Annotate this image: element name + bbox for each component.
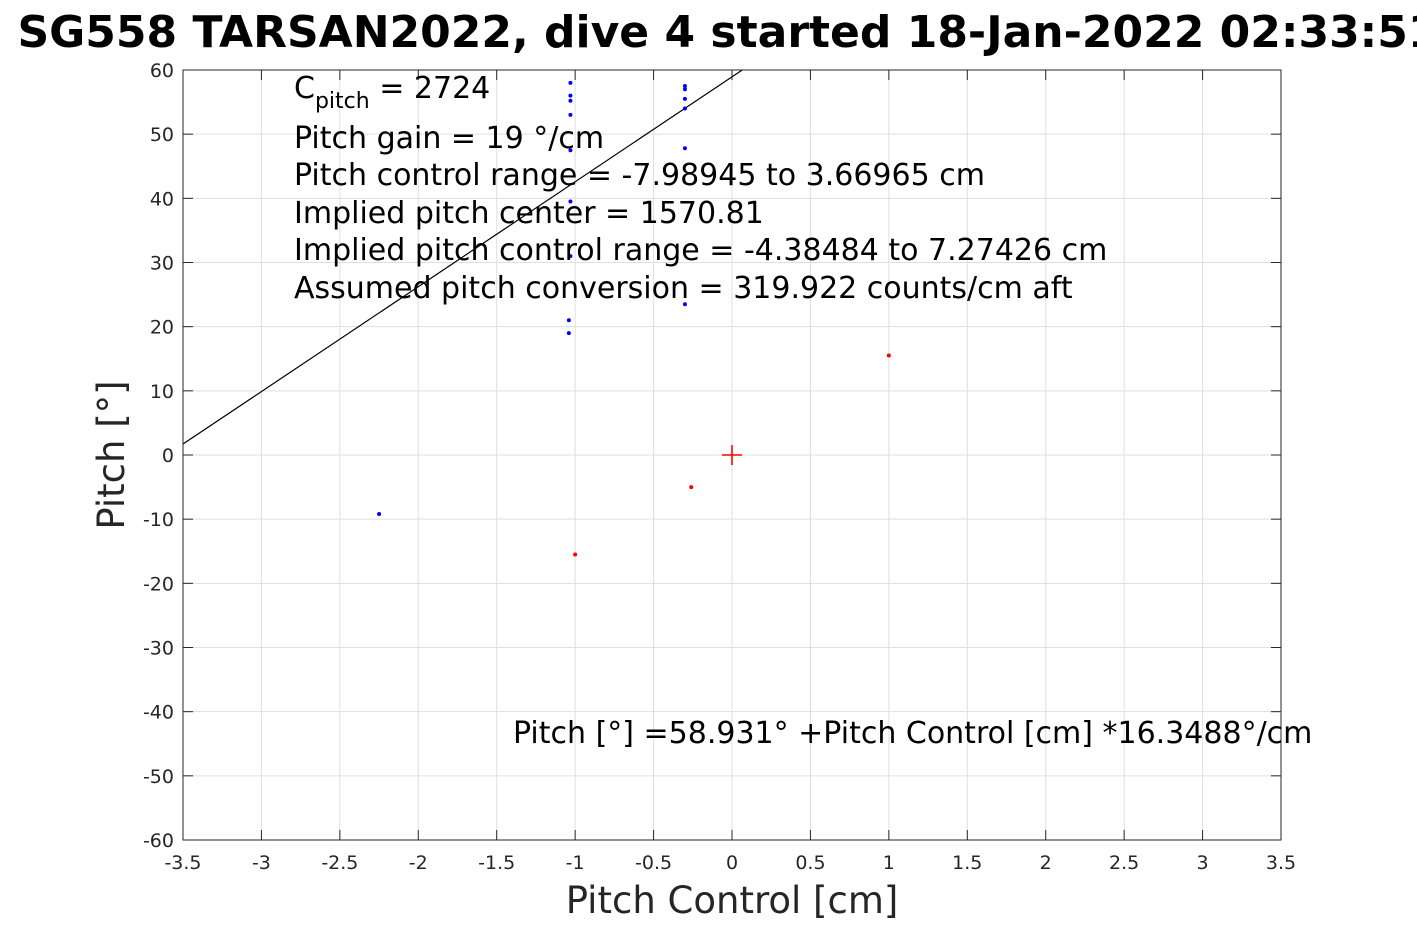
data-point — [689, 485, 694, 490]
data-point — [568, 254, 573, 259]
x-tick-label: 3 — [1197, 852, 1209, 874]
data-point — [568, 112, 573, 117]
c-pitch-subscript: pitch — [315, 89, 370, 114]
c-pitch-prefix: C — [294, 71, 315, 106]
y-tick-label: 50 — [150, 124, 174, 146]
y-tick-label: -30 — [143, 638, 174, 660]
y-tick-label: 30 — [150, 253, 174, 275]
data-point — [566, 318, 571, 323]
y-tick-label: -50 — [143, 766, 174, 788]
x-tick-label: -0.5 — [635, 852, 672, 874]
pitch-gain-annotation: Pitch gain = 19 °/cm — [294, 121, 604, 156]
center-marker-group — [722, 445, 742, 465]
x-tick-label: -3.5 — [164, 852, 201, 874]
plot-frame — [182, 69, 1282, 841]
c-pitch-annotation: Cpitch = 2724 — [294, 71, 490, 114]
implied-center-annotation: Implied pitch center = 1570.81 — [294, 196, 764, 231]
y-tick-label: -20 — [143, 573, 174, 595]
y-tick-label: 40 — [150, 188, 174, 210]
y-tick-label: 10 — [150, 381, 174, 403]
x-tick-label: -2 — [409, 852, 428, 874]
x-tick-label: -1 — [566, 852, 585, 874]
x-tick-label: 0.5 — [795, 852, 825, 874]
x-tick-label: 1 — [883, 852, 895, 874]
data-point — [377, 512, 382, 517]
data-point — [682, 106, 687, 111]
implied-range-annotation: Implied pitch control range = -4.38484 t… — [294, 233, 1107, 268]
data-point — [682, 87, 687, 92]
fit-equation-annotation: Pitch [°] =58.931° +Pitch Control [cm] *… — [513, 716, 1312, 751]
fit-line-group — [183, 70, 744, 445]
x-tick-label: 3.5 — [1266, 852, 1296, 874]
data-point — [886, 353, 891, 358]
data-point — [682, 84, 687, 89]
data-points — [377, 80, 891, 557]
y-tick-label: 20 — [150, 317, 174, 339]
data-point — [682, 302, 687, 307]
y-axis-label: Pitch [°] — [90, 380, 133, 529]
control-range-annotation: Pitch control range = -7.98945 to 3.6696… — [294, 158, 985, 193]
y-ticks: -60 -50 -40 -30 -20 -10 0 10 20 30 40 50 60 — [143, 60, 1281, 852]
c-pitch-value: = 2724 — [370, 71, 491, 106]
x-tick-label: 2.5 — [1109, 852, 1139, 874]
y-tick-label: -60 — [143, 830, 174, 852]
x-tick-label: 2 — [1040, 852, 1052, 874]
fit-line — [183, 70, 744, 445]
y-tick-label: -10 — [143, 509, 174, 531]
x-tick-label: -1.5 — [478, 852, 515, 874]
data-point — [568, 80, 573, 85]
data-point — [568, 148, 573, 153]
data-point — [573, 552, 578, 557]
y-tick-label: -40 — [143, 702, 174, 724]
data-point — [568, 93, 573, 98]
data-point — [568, 199, 573, 204]
chart-title: SG558 TARSAN2022, dive 4 started 18-Jan-… — [17, 7, 1417, 58]
x-tick-label: -3 — [252, 852, 271, 874]
data-point — [682, 96, 687, 101]
x-axis-label: Pitch Control [cm] — [566, 879, 899, 922]
data-point — [566, 331, 571, 336]
x-tick-label: 0 — [726, 852, 738, 874]
data-point — [568, 98, 573, 103]
x-ticks: -3.5 -3 -2.5 -2 -1.5 -1 -0.5 0 0.5 1 1.5 2 2.5 3 3.5 — [164, 70, 1296, 874]
data-point — [682, 146, 687, 151]
conversion-annotation: Assumed pitch conversion = 319.922 count… — [294, 271, 1073, 306]
y-tick-label: 0 — [162, 445, 174, 467]
x-tick-label: 1.5 — [952, 852, 982, 874]
x-tick-label: -2.5 — [321, 852, 358, 874]
y-tick-label: 60 — [150, 60, 174, 82]
